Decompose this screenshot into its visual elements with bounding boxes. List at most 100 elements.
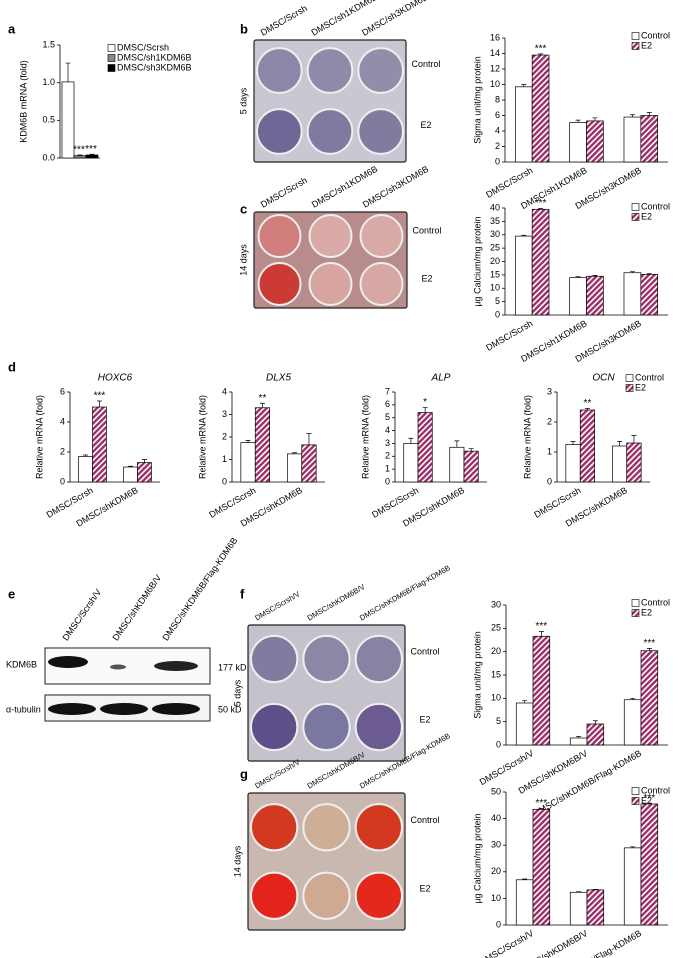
well	[354, 634, 404, 684]
time-label: 5 days	[232, 679, 242, 706]
error-bar	[631, 435, 637, 443]
y-tick-label: 0.5	[42, 115, 55, 125]
bar	[515, 879, 534, 926]
legend-label: DMSC/Scrsh	[117, 42, 169, 52]
error-bar	[522, 878, 528, 880]
error-bar	[575, 119, 581, 123]
error-bar	[65, 62, 71, 82]
significance: **	[584, 398, 592, 409]
y-tick-label: 7	[385, 386, 390, 396]
panel-letter: a	[8, 21, 16, 36]
row-label: E2	[421, 274, 432, 284]
y-tick-label: 4	[60, 416, 65, 426]
band	[110, 664, 126, 670]
well	[249, 871, 299, 920]
bar	[137, 462, 152, 483]
legend-label: E2	[641, 211, 652, 221]
error-bar	[617, 441, 623, 446]
error-bar	[422, 407, 428, 413]
bar	[417, 412, 433, 483]
y-tick-label: 10	[491, 693, 501, 703]
error-bar	[521, 84, 527, 87]
y-tick-label: 1	[547, 446, 552, 456]
y-tick-label: 30	[490, 229, 500, 239]
y-axis-label: Sigma unit/mg protein	[472, 631, 482, 719]
error-bar	[584, 408, 590, 410]
y-tick-label: 5	[385, 412, 390, 422]
error-bar	[630, 846, 636, 848]
y-tick-label: 12	[490, 63, 500, 73]
column-label: DMSC/Scrsh/V	[253, 757, 301, 790]
row-label: Control	[410, 647, 439, 657]
size-label: 50 kD	[218, 704, 242, 714]
legend-swatch	[631, 797, 640, 805]
error-bar	[521, 234, 527, 237]
error-bar	[538, 53, 544, 56]
y-tick-label: 16	[490, 32, 500, 42]
y-tick-label: 0	[496, 739, 501, 749]
column-label: DMSC/shKDM6B/Flag-KDM6B	[160, 536, 239, 643]
bar	[623, 699, 642, 746]
error-bar	[96, 400, 102, 407]
chart-title: ALP	[431, 373, 451, 384]
y-axis-label: Sigma unit/mg protein	[472, 56, 482, 144]
error-bar	[576, 891, 582, 893]
legend-swatch	[631, 213, 640, 221]
error-bar	[408, 437, 414, 444]
panel-letter: c	[240, 201, 247, 216]
y-tick-label: 2	[222, 431, 227, 441]
error-bar	[592, 117, 598, 121]
y-tick-label: 0	[60, 476, 65, 486]
error-bar	[141, 459, 147, 463]
x-tick-label: DMSC/Scrsh/V	[478, 928, 535, 958]
y-axis-label: Relative mRNA (fold)	[522, 395, 532, 479]
error-bar	[245, 440, 251, 443]
well	[257, 262, 302, 306]
time-label: 5 days	[238, 87, 248, 114]
bar	[532, 635, 551, 746]
legend-swatch	[631, 32, 640, 40]
y-tick-label: 40	[490, 202, 500, 212]
bar	[569, 737, 588, 746]
y-tick-label: 4	[495, 125, 500, 135]
y-axis-label: Relative mRNA (fold)	[34, 395, 44, 479]
error-bar	[570, 441, 576, 445]
size-label: 177 kD	[218, 662, 247, 672]
band	[152, 703, 200, 715]
error-bar	[646, 112, 652, 116]
bar	[449, 446, 465, 483]
bar	[92, 406, 107, 483]
x-tick-label: DMSC/shKDM6B/Flag-KDM6B	[531, 748, 643, 818]
error-bar	[306, 433, 312, 445]
well	[256, 108, 303, 155]
error-bar	[538, 631, 544, 637]
y-tick-label: 20	[491, 646, 501, 656]
bar	[640, 650, 659, 746]
well	[308, 214, 353, 258]
significance: ***	[536, 621, 548, 632]
bar	[569, 891, 588, 926]
band	[48, 703, 96, 715]
bar	[586, 889, 605, 926]
chart-title: HOXC6	[98, 373, 133, 384]
legend-swatch	[625, 374, 634, 382]
y-tick-label: 3	[385, 438, 390, 448]
panel-letter: e	[8, 586, 15, 601]
panel-letter: b	[240, 21, 248, 36]
legend-label: E2	[641, 795, 652, 805]
bar	[515, 702, 534, 746]
y-tick-label: 1.5	[42, 39, 55, 49]
y-axis-label: µg Calcium/mg protein	[472, 813, 482, 903]
y-tick-label: 14	[490, 48, 500, 58]
bar	[586, 723, 605, 746]
bar	[531, 54, 550, 163]
bar	[640, 115, 659, 163]
legend-label: Control	[641, 30, 670, 40]
row-label: α-tubulin	[6, 704, 41, 714]
significance: *	[423, 397, 427, 408]
error-bar	[522, 700, 528, 703]
y-tick-label: 5	[495, 296, 500, 306]
column-label: DMSC/sh3KDM6B	[360, 0, 430, 38]
well	[257, 214, 302, 258]
